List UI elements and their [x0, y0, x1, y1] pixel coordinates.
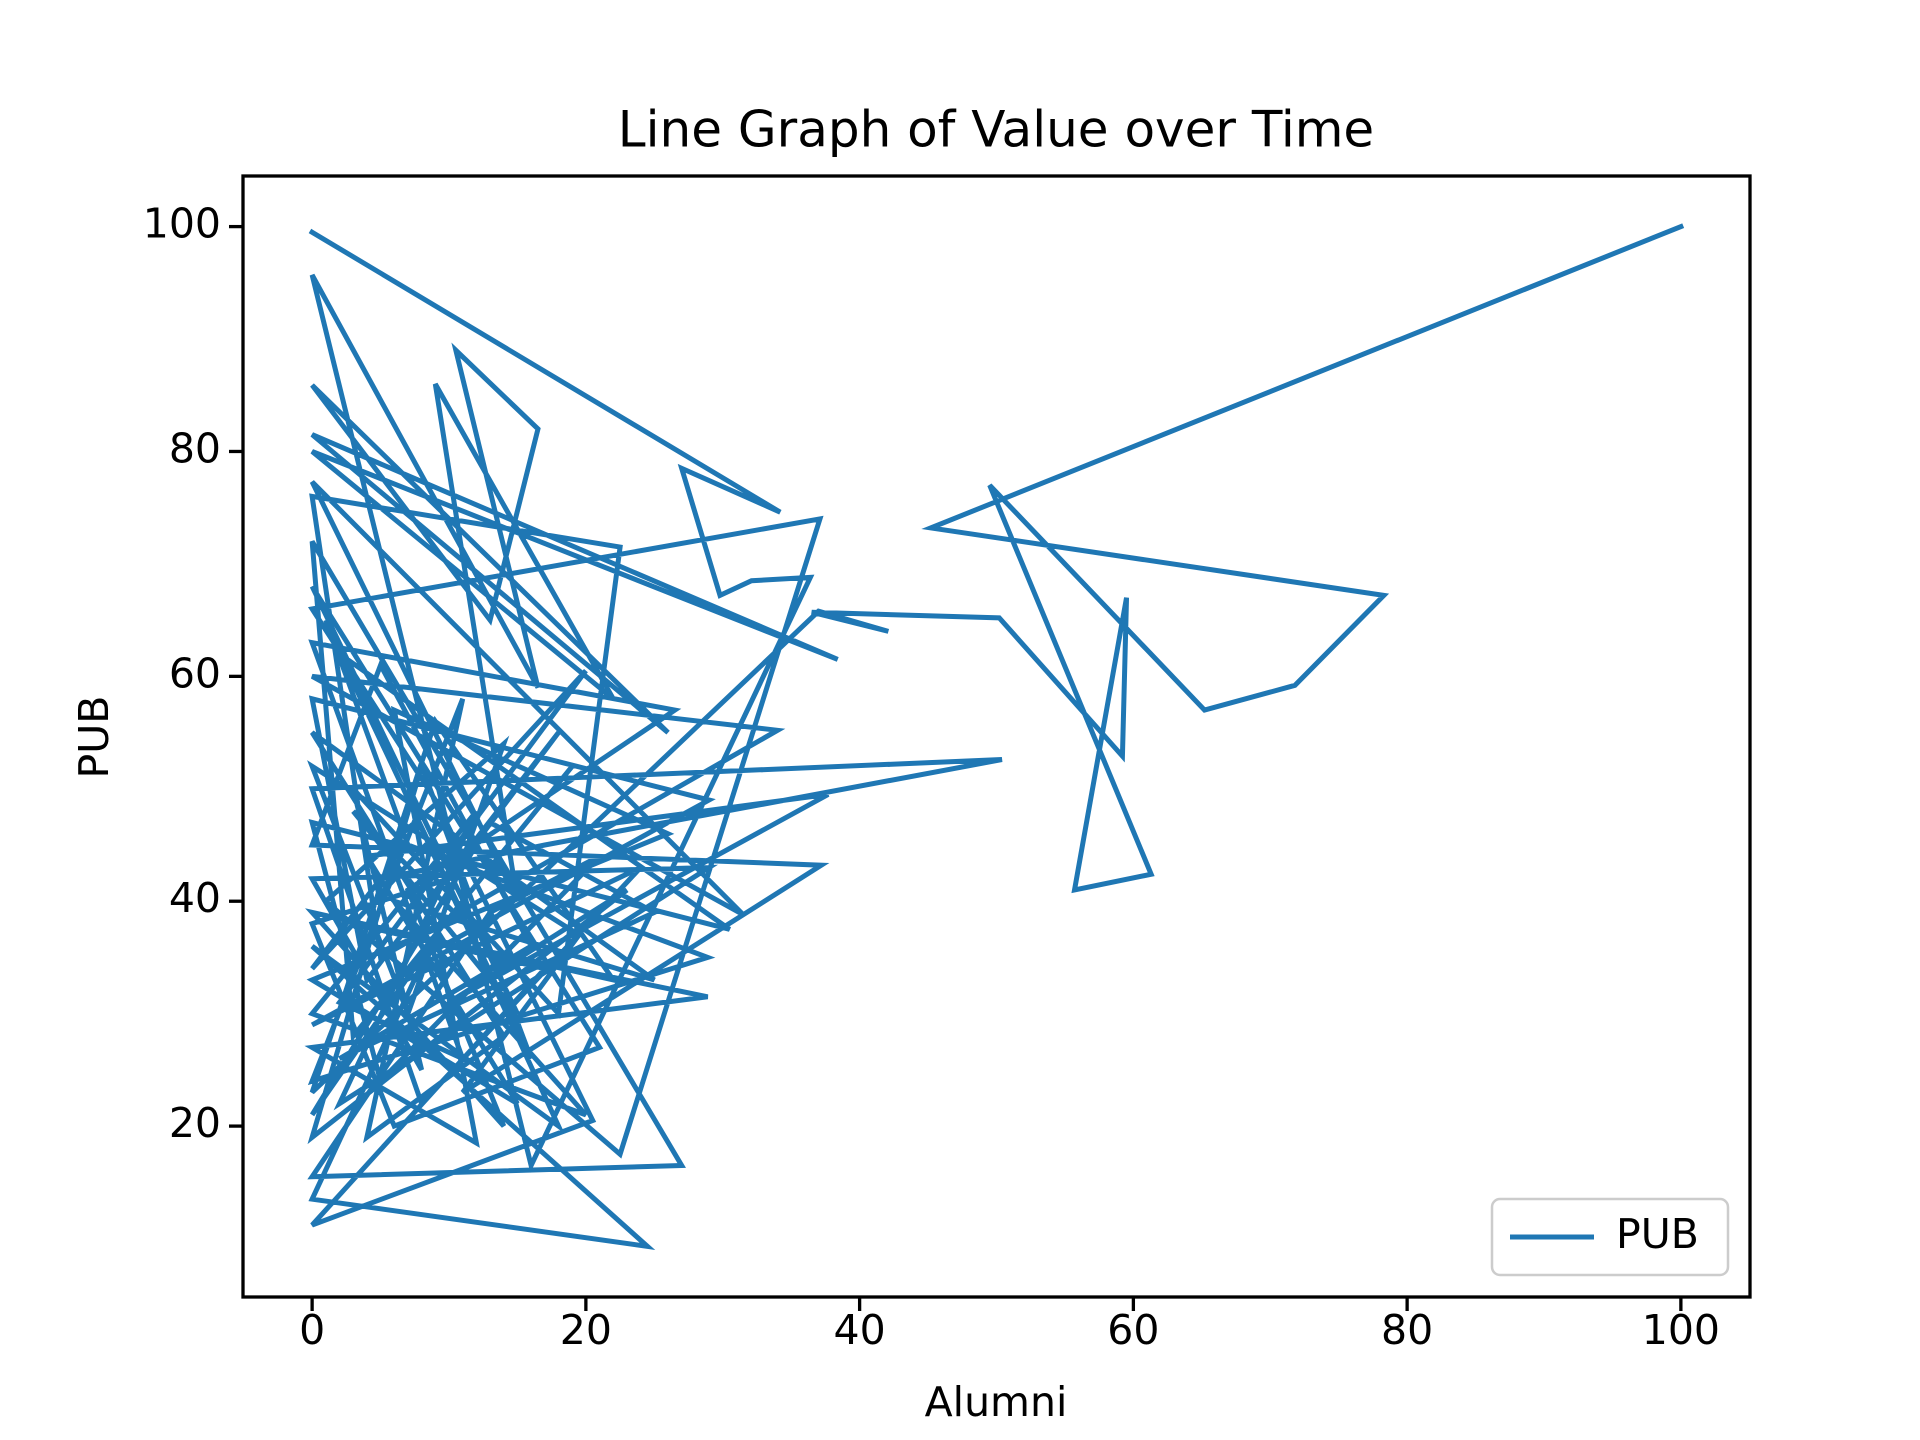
axes-frame [241, 174, 1752, 1299]
x-tick-label: 20 [560, 1306, 612, 1354]
chart-title: Line Graph of Value over Time [618, 101, 1374, 159]
y-tick-label: 100 [143, 200, 221, 248]
legend-label: PUB [1616, 1210, 1699, 1258]
data-line [304, 223, 1685, 1251]
x-tick-label: 100 [1642, 1306, 1720, 1354]
x-tick-label: 60 [1107, 1306, 1159, 1354]
y-tick-label: 80 [169, 424, 221, 472]
x-tick-label: 80 [1381, 1306, 1433, 1354]
y-tick-label: 40 [169, 874, 221, 922]
y-tick-label: 20 [169, 1099, 221, 1147]
y-tick-label: 60 [169, 649, 221, 697]
legend-box [1490, 1197, 1730, 1277]
y-axis-label: PUB [70, 696, 118, 779]
x-tick-label: 0 [299, 1306, 325, 1354]
x-axis-label: Alumni [925, 1378, 1068, 1426]
x-tick-label: 40 [834, 1306, 886, 1354]
